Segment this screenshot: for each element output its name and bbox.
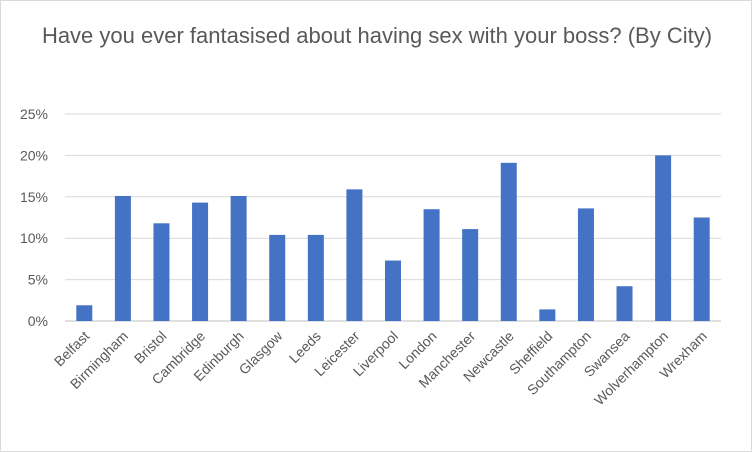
bar (616, 286, 633, 321)
bar (114, 195, 131, 321)
bar (230, 195, 247, 321)
bar (269, 234, 286, 321)
y-tick-label: 15% (20, 189, 48, 205)
bar (346, 189, 363, 321)
y-tick-label: 10% (20, 230, 48, 246)
bar (153, 223, 170, 321)
bar (385, 260, 401, 321)
bar (192, 202, 209, 321)
x-tick-label: Glasgow (236, 327, 286, 377)
bar (462, 229, 479, 321)
bar (655, 155, 672, 321)
y-tick-label: 5% (28, 272, 48, 288)
bar (500, 162, 517, 321)
y-tick-label: 20% (20, 147, 48, 163)
chart-title: Have you ever fantasised about having se… (41, 23, 713, 48)
bar (76, 305, 93, 321)
bar (577, 208, 594, 321)
y-tick-label: 0% (28, 313, 48, 329)
y-tick-label: 25% (20, 106, 48, 122)
bar (693, 217, 710, 321)
bar (307, 234, 324, 321)
bar (539, 309, 556, 321)
bar (423, 209, 440, 321)
